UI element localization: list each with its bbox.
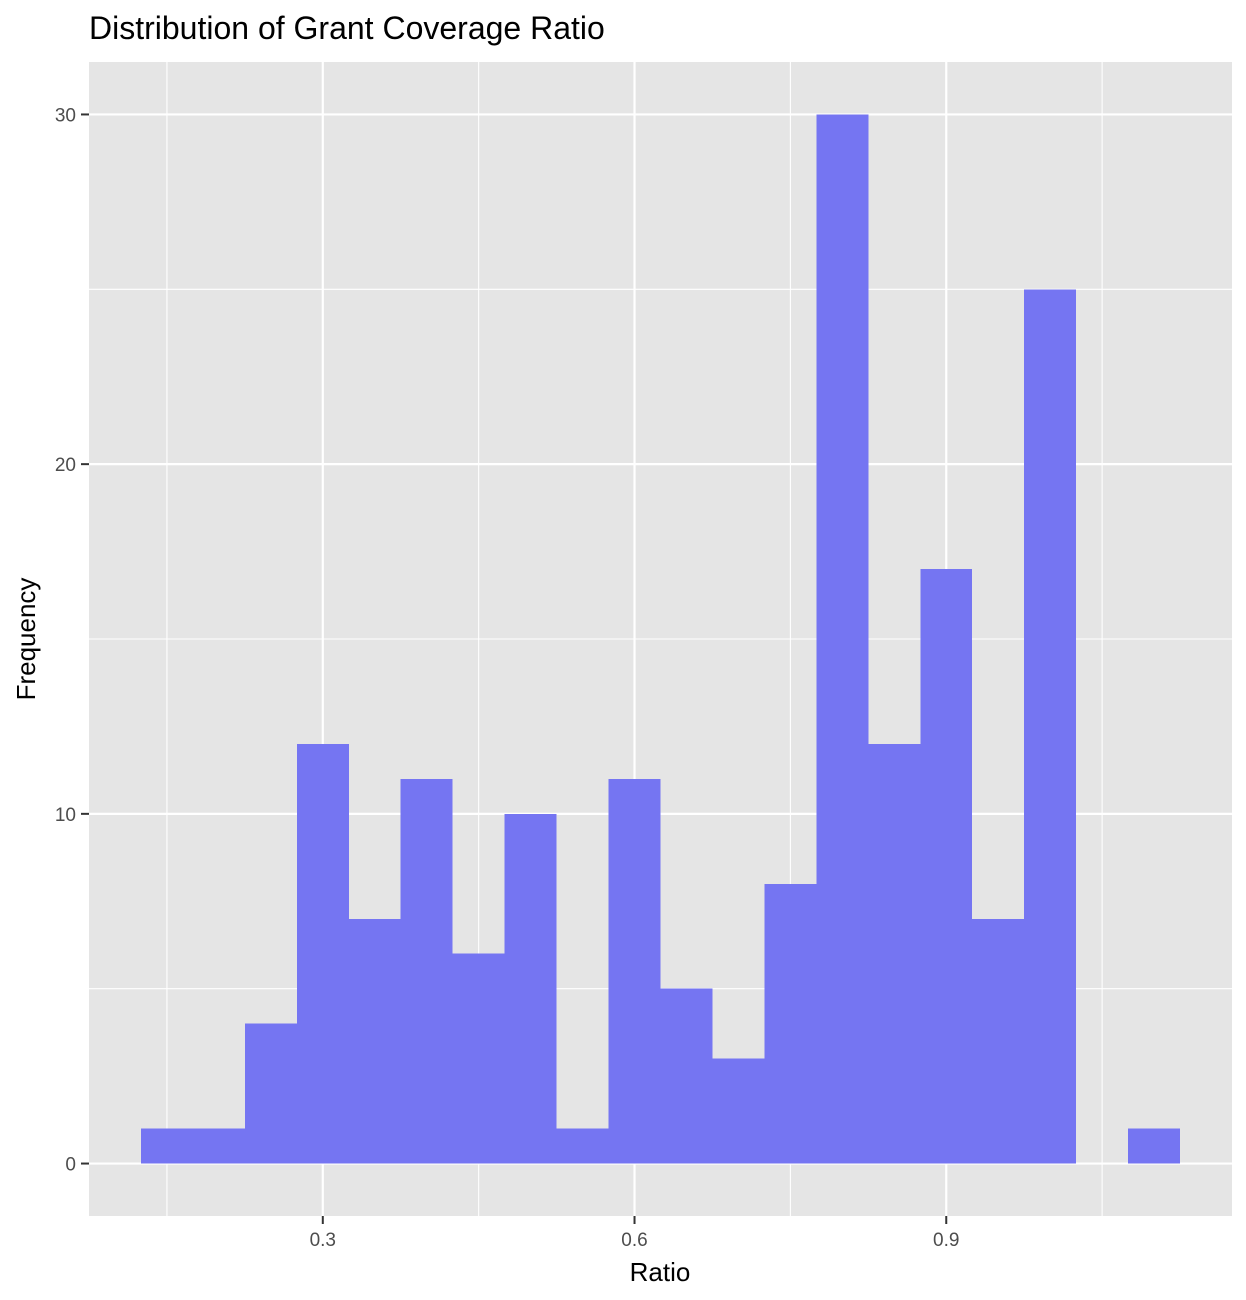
histogram-bar-2 <box>192 1128 245 1164</box>
x-tick-label: 0.3 <box>310 1230 336 1251</box>
histogram-bars <box>140 114 1181 1164</box>
x-tick-label: 0.6 <box>621 1230 647 1251</box>
histogram-bar-1 <box>140 1128 193 1164</box>
chart-title: Distribution of Grant Coverage Ratio <box>89 10 605 46</box>
y-axis-title: Frequency <box>11 578 41 701</box>
histogram-bar-13 <box>764 883 817 1164</box>
histogram-bar-9 <box>556 1128 609 1164</box>
y-tick-label: 0 <box>65 1155 76 1176</box>
histogram-bar-7 <box>452 953 505 1164</box>
histogram-bar-3 <box>244 1023 297 1164</box>
histogram-bar-20 <box>1128 1128 1181 1164</box>
histogram-bar-14 <box>816 114 869 1164</box>
histogram-bar-16 <box>920 569 973 1164</box>
histogram-bar-5 <box>348 918 401 1164</box>
y-tick-label: 20 <box>55 455 76 476</box>
histogram-bar-6 <box>400 778 453 1164</box>
histogram-bar-18 <box>1024 289 1077 1164</box>
histogram-bar-8 <box>504 813 557 1164</box>
x-axis-title: Ratio <box>630 1257 691 1287</box>
y-axis: 0 10 20 30 <box>55 105 89 1176</box>
histogram-bar-17 <box>972 918 1025 1164</box>
histogram-bar-12 <box>712 1058 765 1164</box>
y-tick-label: 10 <box>55 805 76 826</box>
y-tick-label: 30 <box>55 105 76 126</box>
x-axis: 0.3 0.6 0.9 <box>310 1216 959 1251</box>
histogram-bar-11 <box>660 988 713 1164</box>
histogram-bar-10 <box>608 778 661 1164</box>
histogram-bar-15 <box>868 743 921 1164</box>
histogram-bar-4 <box>296 743 349 1164</box>
x-tick-label: 0.9 <box>933 1230 959 1251</box>
